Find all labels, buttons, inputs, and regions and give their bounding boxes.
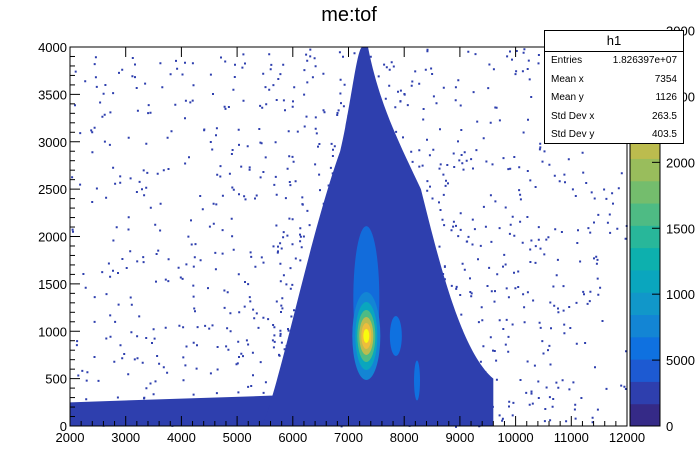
stats-label: Mean x	[551, 71, 584, 90]
stats-label: Mean y	[551, 89, 584, 108]
y-tick-label: 3000	[38, 135, 67, 150]
x-tick-label: 3000	[111, 430, 140, 445]
y-axis: 0 500 1000 1500 2000 2500 3000 3500 4000	[38, 40, 80, 434]
x-tick-label: 8000	[390, 430, 419, 445]
y-tick-label: 500	[45, 372, 67, 387]
stats-row-stddev-y: Std Dev y 403.5	[545, 126, 683, 145]
y-tick-label: 1000	[38, 324, 67, 339]
x-tick-label: 9000	[445, 430, 474, 445]
palette-swatch	[630, 315, 660, 338]
stats-title: h1	[545, 31, 683, 52]
stats-row-mean-x: Mean x 7354	[545, 71, 683, 90]
x-tick-label: 10000	[498, 430, 534, 445]
stats-label: Entries	[551, 52, 582, 71]
palette-swatch	[630, 181, 660, 204]
stats-row-mean-y: Mean y 1126	[545, 89, 683, 108]
palette-tick-label: 5000	[666, 353, 695, 368]
stats-label: Std Dev y	[551, 126, 594, 145]
palette-tick-label: 1500	[666, 221, 695, 236]
palette-swatch	[630, 292, 660, 315]
palette-swatch	[630, 337, 660, 360]
hot-core-level	[363, 329, 369, 343]
y-tick-label: 1500	[38, 277, 67, 292]
x-tick-label: 11000	[554, 430, 589, 445]
side-blob	[390, 316, 402, 356]
x-tick-label: 4000	[167, 430, 196, 445]
y-tick-label: 0	[60, 419, 67, 434]
y-tick-label: 3500	[38, 87, 67, 102]
palette-tick-label: 0	[666, 419, 673, 434]
palette-swatch	[630, 203, 660, 226]
palette-swatch	[630, 225, 660, 248]
stats-row-entries: Entries 1.826397e+07	[545, 52, 683, 71]
x-tick-label: 5000	[223, 430, 252, 445]
palette-swatch	[630, 270, 660, 293]
stats-value: 403.5	[652, 126, 677, 145]
y-tick-label: 2000	[38, 230, 67, 245]
x-tick-label: 12000	[609, 430, 645, 445]
palette-swatch	[630, 248, 660, 271]
stats-value: 1.826397e+07	[613, 52, 677, 71]
x-tick-label: 7000	[334, 430, 363, 445]
palette-tick-label: 1000	[666, 287, 695, 302]
density-regions	[70, 47, 493, 426]
stats-label: Std Dev x	[551, 108, 594, 127]
stats-value: 7354	[655, 71, 677, 90]
palette-swatch	[630, 404, 660, 427]
y-tick-label: 2500	[38, 182, 67, 197]
stats-value: 263.5	[652, 108, 677, 127]
side-blob	[414, 361, 420, 401]
x-tick-label: 6000	[278, 430, 307, 445]
palette-swatch	[630, 359, 660, 382]
y-tick-label: 4000	[38, 40, 67, 55]
palette-swatch	[630, 381, 660, 404]
stats-row-stddev-x: Std Dev x 263.5	[545, 108, 683, 127]
stats-value: 1126	[655, 89, 677, 108]
stats-box: h1 Entries 1.826397e+07 Mean x 7354 Mean…	[544, 30, 684, 144]
palette-tick-label: 2000	[666, 155, 695, 170]
